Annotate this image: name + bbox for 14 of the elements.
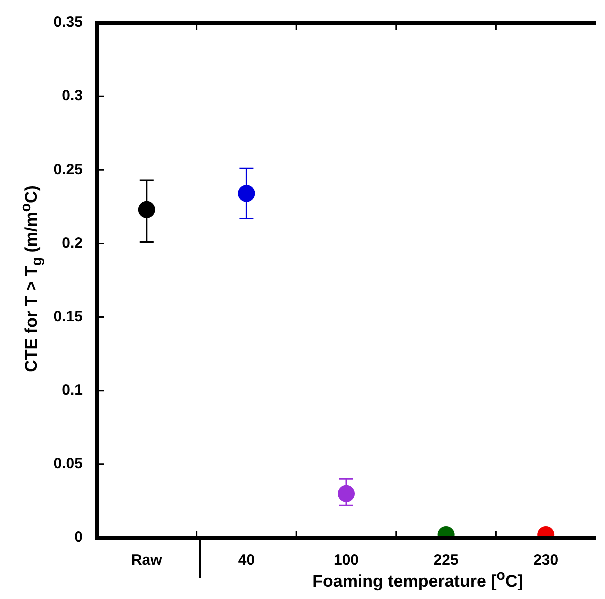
x-tick-label: 40 — [238, 552, 256, 570]
y-tick-label: 0.3 — [62, 88, 83, 105]
y-tick-label: 0.05 — [54, 456, 83, 473]
y-tick-label: 0.15 — [54, 308, 83, 326]
x-tick-label: 230 — [534, 552, 559, 570]
y-tick-label: 0 — [74, 529, 83, 546]
x-tick-label: Raw — [131, 552, 163, 570]
y-tick-label: 0.2 — [62, 234, 83, 252]
y-tick-label: 0.25 — [54, 161, 83, 178]
x-tick-label: 225 — [434, 552, 459, 570]
x-axis-title: Foaming temperature [$^{o}$C] — [312, 568, 524, 592]
y-tick-label: 0.35 — [54, 14, 83, 32]
x-tick-label: 100 — [334, 552, 360, 570]
y-tick-label: 0.1 — [62, 382, 83, 399]
